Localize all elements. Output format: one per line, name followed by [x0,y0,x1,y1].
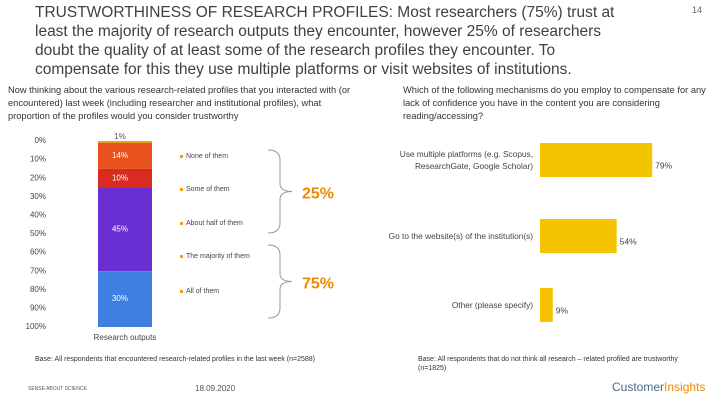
bar-segment [98,271,152,327]
logo-text: Customer [612,380,665,394]
y-tick-label: 50% [30,229,46,238]
legend-label: Some of them [186,186,230,193]
value-label: 54% [620,236,637,246]
value-label: 9% [556,305,569,315]
headline: Most researchers (75%) trust at least th… [35,4,615,78]
logo: SENSE ABOUT SCIENCE [28,386,87,392]
bar [540,288,553,322]
legend-label: All of them [186,288,220,295]
annotation: 25% [302,186,334,203]
logo: CustomerInsights [612,380,705,394]
legend-label: About half of them [186,220,243,227]
y-tick-label: 0% [34,136,46,145]
value-label: 10% [112,173,128,182]
brace [267,149,293,234]
value-label: 45% [112,224,128,233]
y-tick-label: 10% [30,155,46,164]
x-tick-label: Research outputs [94,333,157,342]
y-tick-label: 40% [30,211,46,220]
annotation: 75% [302,276,334,293]
value-label: 30% [112,294,128,303]
left-base-note: Base: All respondents that encountered r… [35,356,315,363]
left-question: Now thinking about the various research-… [8,85,351,121]
legend-label: The majority of them [186,253,250,260]
y-tick-label: 70% [30,266,46,275]
title: TRUSTWORTHINESS OF RESEARCH PROFILES: [35,4,393,21]
y-tick-label: 20% [30,173,46,182]
headline-block: TRUSTWORTHINESS OF RESEARCH PROFILES: Mo… [35,3,635,79]
bar-segment [98,141,152,143]
bar-segment [98,187,152,272]
legend-label: None of them [186,153,229,160]
logo-text: Insights [664,380,706,394]
category-label: Other (please specify) [451,300,533,310]
value-label: 14% [112,151,128,160]
value-label: 79% [655,160,672,170]
value-label: 1% [114,132,126,141]
legend-marker [180,155,183,158]
page-number: 14 [692,5,703,15]
bar [540,143,653,177]
y-tick-label: 90% [30,304,46,313]
category-label: Go to the website(s) of the institution(… [388,231,533,241]
y-tick-label: 80% [30,285,46,294]
y-tick-label: 30% [30,192,46,201]
legend-marker [180,222,183,225]
brace [267,244,293,319]
bar-segment [98,168,152,188]
right-question: Which of the following mechanisms do you… [403,85,706,121]
legend-marker [180,255,183,258]
y-tick-label: 100% [26,322,46,331]
bar-segment [98,142,152,169]
y-tick-label: 60% [30,248,46,257]
legend-marker [180,290,183,293]
right-base-note: Base: All respondents that do not think … [418,356,678,372]
legend-marker [180,188,183,191]
category-label: Use multiple platforms (e.g. Scopus, Res… [399,149,533,171]
bar [540,219,617,253]
date: 18.09.2020 [195,384,236,393]
